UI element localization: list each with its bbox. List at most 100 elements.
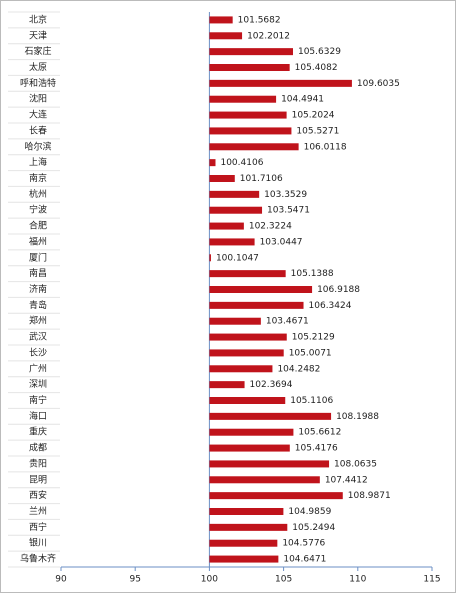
y-tick-label: 昆明 <box>29 474 47 485</box>
y-tick-label: 济南 <box>29 283 47 295</box>
y-tick-label: 重庆 <box>29 426 47 438</box>
bar <box>209 190 260 198</box>
bar <box>209 381 245 389</box>
bar <box>209 523 288 531</box>
y-tick-label: 银川 <box>29 537 47 549</box>
data-label: 105.5271 <box>296 126 339 136</box>
y-tick-label: 西安 <box>29 489 47 501</box>
data-label: 104.2482 <box>277 364 320 374</box>
data-label: 102.2012 <box>247 31 290 41</box>
data-label: 106.3424 <box>309 301 352 311</box>
data-label: 105.1106 <box>290 396 333 406</box>
bar <box>209 349 284 357</box>
y-tick-label: 南京 <box>29 172 47 184</box>
data-label: 100.4106 <box>220 158 263 168</box>
data-label: 104.9859 <box>288 507 331 517</box>
bar <box>209 476 320 484</box>
bar <box>209 111 287 119</box>
y-tick-label: 天津 <box>29 30 47 41</box>
y-tick-label: 厦门 <box>29 251 47 263</box>
y-tick-label: 哈尔滨 <box>24 140 51 152</box>
data-label: 105.1388 <box>291 269 334 279</box>
bar <box>209 397 286 404</box>
bar <box>209 412 332 420</box>
y-tick-label: 广州 <box>29 362 47 374</box>
bar <box>209 222 244 230</box>
y-tick-label: 乌鲁木齐 <box>20 553 56 565</box>
data-label: 105.4176 <box>295 444 338 454</box>
data-label: 105.2024 <box>292 111 335 121</box>
y-tick-label: 大连 <box>29 109 47 121</box>
data-label: 101.5682 <box>238 15 281 25</box>
data-label: 102.3224 <box>249 222 292 232</box>
bar <box>209 206 263 214</box>
y-tick-label: 沈阳 <box>29 93 47 105</box>
x-tick-label: 90 <box>55 575 67 585</box>
bar <box>209 365 273 373</box>
bar <box>209 539 278 547</box>
bar <box>209 428 294 436</box>
data-label: 108.1988 <box>336 412 379 422</box>
bar <box>209 79 352 87</box>
y-tick-label: 南宁 <box>29 394 47 406</box>
data-label: 102.3694 <box>250 380 293 390</box>
data-label: 103.4671 <box>266 317 309 327</box>
y-tick-label: 杭州 <box>29 188 47 200</box>
data-label: 108.9871 <box>348 491 391 501</box>
data-label: 105.2494 <box>292 523 335 533</box>
y-tick-label: 合肥 <box>29 220 47 232</box>
y-tick-label: 长沙 <box>29 346 47 358</box>
y-tick-label: 西宁 <box>29 521 47 533</box>
bar <box>209 555 279 563</box>
x-tick-label: 105 <box>275 575 292 585</box>
x-tick-label: 95 <box>129 575 140 585</box>
y-tick-label: 海口 <box>29 410 47 422</box>
data-label: 105.4082 <box>295 63 338 73</box>
data-label: 107.4412 <box>325 475 368 485</box>
y-tick-label: 成都 <box>29 442 47 454</box>
y-tick-label: 青岛 <box>29 299 47 311</box>
bar <box>209 254 211 262</box>
data-label: 104.6471 <box>283 555 326 565</box>
y-tick-label: 北京 <box>29 13 47 25</box>
y-tick-label: 深圳 <box>29 379 47 390</box>
bar <box>209 95 277 103</box>
y-tick-label: 太原 <box>29 61 47 73</box>
y-tick-label: 福州 <box>29 235 47 247</box>
bar <box>209 460 330 468</box>
bar <box>209 270 286 278</box>
data-label: 108.0635 <box>334 459 377 469</box>
bar <box>209 16 233 24</box>
y-tick-label: 武汉 <box>29 331 47 343</box>
y-tick-label: 南昌 <box>29 267 47 279</box>
data-label: 105.6329 <box>298 47 341 57</box>
bar <box>209 64 290 71</box>
bar <box>209 159 216 167</box>
bar <box>209 32 243 40</box>
bar <box>209 317 261 325</box>
bar <box>209 444 290 452</box>
data-label: 105.2129 <box>292 333 335 343</box>
data-label: 106.0118 <box>304 142 347 152</box>
data-label: 101.7106 <box>240 174 283 184</box>
x-tick-label: 110 <box>349 575 366 585</box>
data-label: 104.5776 <box>282 539 325 549</box>
y-tick-label: 贵阳 <box>29 457 47 469</box>
y-tick-label: 石家庄 <box>24 45 51 57</box>
data-label: 104.4941 <box>281 95 324 105</box>
y-tick-label: 上海 <box>29 156 47 168</box>
x-tick-label: 115 <box>423 575 440 585</box>
data-label: 100.1047 <box>216 253 259 263</box>
y-tick-label: 兰州 <box>29 505 47 517</box>
y-tick-label: 郑州 <box>29 315 47 327</box>
data-label: 103.5471 <box>267 206 310 216</box>
x-tick-label: 100 <box>201 575 218 585</box>
y-tick-label: 宁波 <box>29 204 47 216</box>
bar <box>209 301 304 309</box>
data-label: 106.9188 <box>317 285 360 295</box>
bar <box>209 175 235 182</box>
data-label: 105.6612 <box>298 428 341 438</box>
bar <box>209 286 313 293</box>
